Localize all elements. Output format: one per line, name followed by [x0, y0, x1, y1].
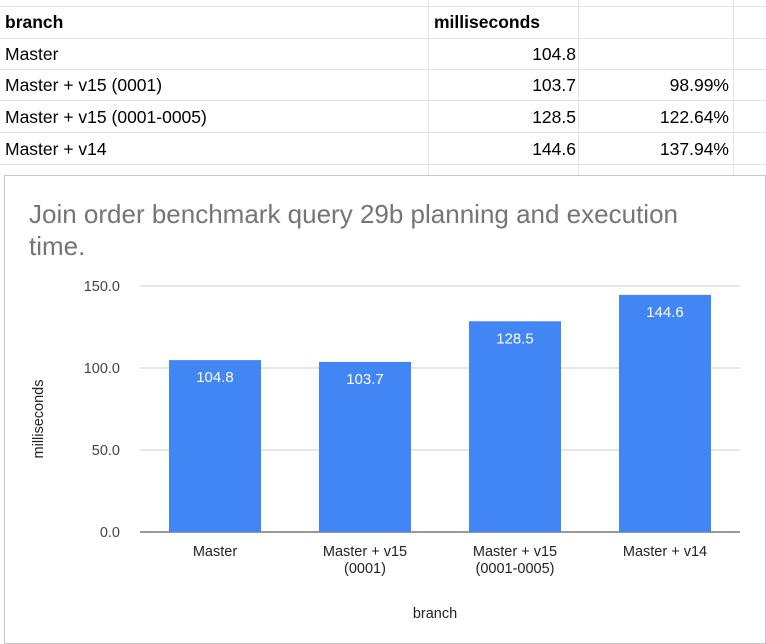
bar-chart-plot: 0.0 50.0 100.0 150.0 104.8 Master 103.7 Master …	[31, 279, 740, 622]
bar	[319, 361, 411, 532]
cell-percent[interactable]	[580, 39, 729, 70]
bar	[619, 294, 711, 532]
row-divider	[0, 132, 766, 133]
cell-branch[interactable]: Master	[5, 44, 59, 64]
cell-milliseconds[interactable]: 144.6	[532, 139, 576, 159]
data-label: 104.8	[196, 369, 234, 386]
x-tick-label: Master + v14	[623, 544, 707, 560]
y-tick-label: 150.0	[84, 279, 120, 295]
x-tick-label: Master + v15	[323, 544, 407, 560]
x-tick-label: (0001-0005)	[476, 561, 555, 577]
x-tick-label: (0001)	[344, 561, 386, 577]
chart-title: Join order benchmark query 29b planning …	[29, 199, 678, 261]
row-divider	[0, 6, 766, 7]
y-tick-label: 100.0	[84, 361, 120, 377]
embedded-chart[interactable]: Join order benchmark query 29b planning …	[4, 175, 766, 644]
cell-percent[interactable]: 137.94%	[659, 139, 729, 159]
data-label: 144.6	[646, 304, 684, 321]
header-branch[interactable]: branch	[5, 12, 64, 32]
row-divider	[0, 100, 766, 101]
cell-branch[interactable]: Master + v14	[5, 139, 107, 159]
data-label: 103.7	[346, 371, 384, 388]
y-axis-title: milliseconds	[31, 380, 47, 459]
bar	[169, 360, 261, 532]
row-divider	[0, 164, 766, 165]
cell-percent[interactable]: 122.64%	[659, 107, 729, 127]
y-tick-label: 50.0	[92, 443, 120, 459]
cell-milliseconds[interactable]: 103.7	[532, 75, 576, 95]
header-milliseconds[interactable]: milliseconds	[434, 12, 541, 32]
cell-percent[interactable]: 98.99%	[669, 75, 729, 95]
y-tick-label: 0.0	[100, 525, 120, 541]
x-tick-label: Master	[193, 544, 237, 560]
x-axis-title: branch	[413, 606, 457, 622]
cell-milliseconds[interactable]: 104.8	[532, 44, 576, 64]
cell-milliseconds[interactable]: 128.5	[532, 107, 576, 127]
cell-branch[interactable]: Master + v15 (0001)	[5, 75, 163, 95]
bar	[469, 321, 561, 532]
x-tick-label: Master + v15	[473, 544, 557, 560]
row-divider	[0, 69, 766, 70]
cell-branch[interactable]: Master + v15 (0001-0005)	[5, 107, 207, 127]
data-label: 128.5	[496, 330, 534, 347]
row-divider	[0, 38, 766, 39]
